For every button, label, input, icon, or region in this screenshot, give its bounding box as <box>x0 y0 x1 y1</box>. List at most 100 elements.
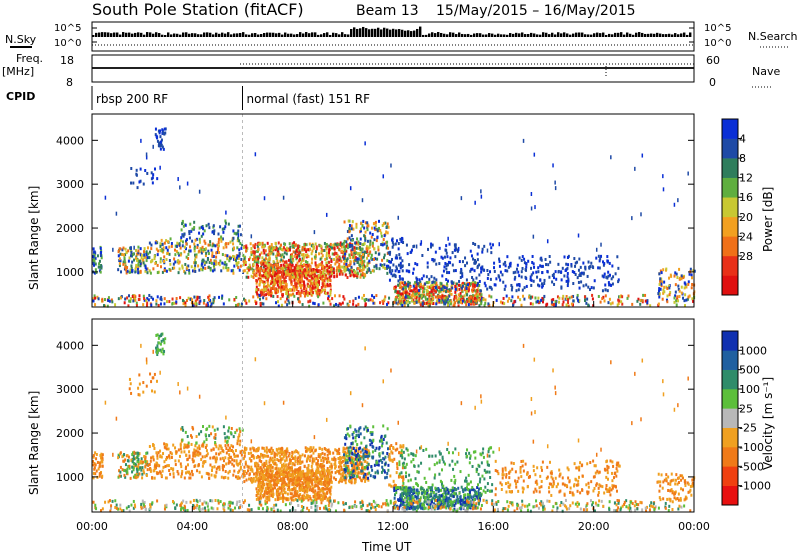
nsky-bar <box>461 33 464 37</box>
power-cell <box>270 279 273 283</box>
power-cell <box>383 234 386 238</box>
power-cell <box>288 293 291 297</box>
power-cell <box>639 298 642 302</box>
power-cell <box>480 302 483 306</box>
power-cell <box>532 262 535 266</box>
power-cell <box>464 264 467 268</box>
power-cell <box>343 220 346 224</box>
power-cell <box>261 243 264 247</box>
nsky-bar <box>293 34 296 37</box>
power-cell <box>631 302 634 306</box>
power-cell <box>374 251 377 255</box>
velocity-cell <box>228 456 231 460</box>
power-cell <box>566 271 569 275</box>
power-cell <box>441 298 444 302</box>
power-cell <box>193 245 196 249</box>
power-cell <box>571 303 574 307</box>
power-cell <box>404 288 407 292</box>
cpid-modes: rbsp 200 RF normal (fast) 151 RF <box>91 86 370 110</box>
power-cell <box>520 275 523 279</box>
velocity-cell <box>202 461 205 465</box>
power-cell <box>402 240 405 244</box>
power-cell <box>317 274 320 278</box>
power-cell <box>601 274 604 278</box>
power-cell <box>566 275 569 279</box>
velocity-cell <box>172 443 175 447</box>
power-cell <box>262 262 265 266</box>
velocity-cell <box>321 456 324 460</box>
power-cell <box>365 245 368 249</box>
power-cell <box>682 296 685 300</box>
power-cell <box>570 302 573 306</box>
velocity-cell <box>311 448 314 452</box>
power-cell <box>657 302 660 306</box>
power-cell <box>151 259 154 263</box>
power-cell <box>521 288 524 292</box>
velocity-cell <box>294 459 297 463</box>
power-cell <box>384 295 387 299</box>
velocity-cell <box>338 452 341 456</box>
power-cell <box>661 297 664 301</box>
power-cell <box>268 257 271 261</box>
power-cell <box>352 302 355 306</box>
power-cell <box>204 247 207 251</box>
power-cell <box>266 283 269 287</box>
power-cell <box>523 257 526 261</box>
power-cell <box>450 300 453 304</box>
power-cell <box>303 284 306 288</box>
power-cell <box>205 251 208 255</box>
velocity-cell <box>279 454 282 458</box>
power-cell <box>357 242 360 246</box>
power-cell <box>239 233 242 237</box>
power-cell <box>510 299 513 303</box>
power-cell <box>135 304 138 308</box>
power-cell <box>601 289 604 293</box>
velocity-cell <box>165 447 168 451</box>
power-cell <box>157 129 160 133</box>
power-cell <box>452 269 455 273</box>
power-cell <box>614 272 617 276</box>
power-cell <box>174 244 177 248</box>
power-cell <box>467 288 470 292</box>
nsky-bar <box>653 33 656 37</box>
power-cell <box>348 224 351 228</box>
velocity-cell <box>258 467 261 471</box>
power-cell <box>222 246 225 250</box>
power-cell <box>255 290 258 294</box>
nsky-bar <box>494 34 497 37</box>
power-cell <box>460 300 463 304</box>
power-cell <box>404 286 407 290</box>
power-cell <box>347 268 350 272</box>
y-tick-label: 2000 <box>56 222 84 235</box>
power-cell <box>517 270 520 274</box>
power-cell <box>148 256 151 260</box>
power-cell <box>366 264 369 268</box>
power-cell <box>661 280 664 284</box>
power-cell <box>477 298 480 302</box>
power-cell <box>177 251 180 255</box>
power-cell <box>244 262 247 266</box>
power-cell <box>122 260 125 264</box>
power-cell <box>306 293 309 297</box>
power-cell <box>260 251 263 255</box>
nsky-bar <box>428 33 431 37</box>
power-cell <box>361 224 364 228</box>
power-cell <box>659 269 662 273</box>
power-cell <box>94 268 97 272</box>
power-cell <box>272 252 275 256</box>
power-cell <box>303 282 306 286</box>
power-cell <box>529 275 532 279</box>
power-cell <box>461 274 464 278</box>
power-cell <box>337 243 340 247</box>
velocity-cell <box>274 478 277 482</box>
nsky-bar <box>491 33 494 37</box>
power-cell <box>459 298 462 302</box>
power-cell <box>407 283 410 287</box>
colorbar-segment <box>722 216 738 237</box>
power-cell <box>680 277 683 281</box>
power-cell <box>397 247 400 251</box>
power-cell <box>286 248 289 252</box>
power-cell <box>300 259 303 263</box>
power-cell <box>360 250 363 254</box>
power-cell <box>156 135 159 139</box>
